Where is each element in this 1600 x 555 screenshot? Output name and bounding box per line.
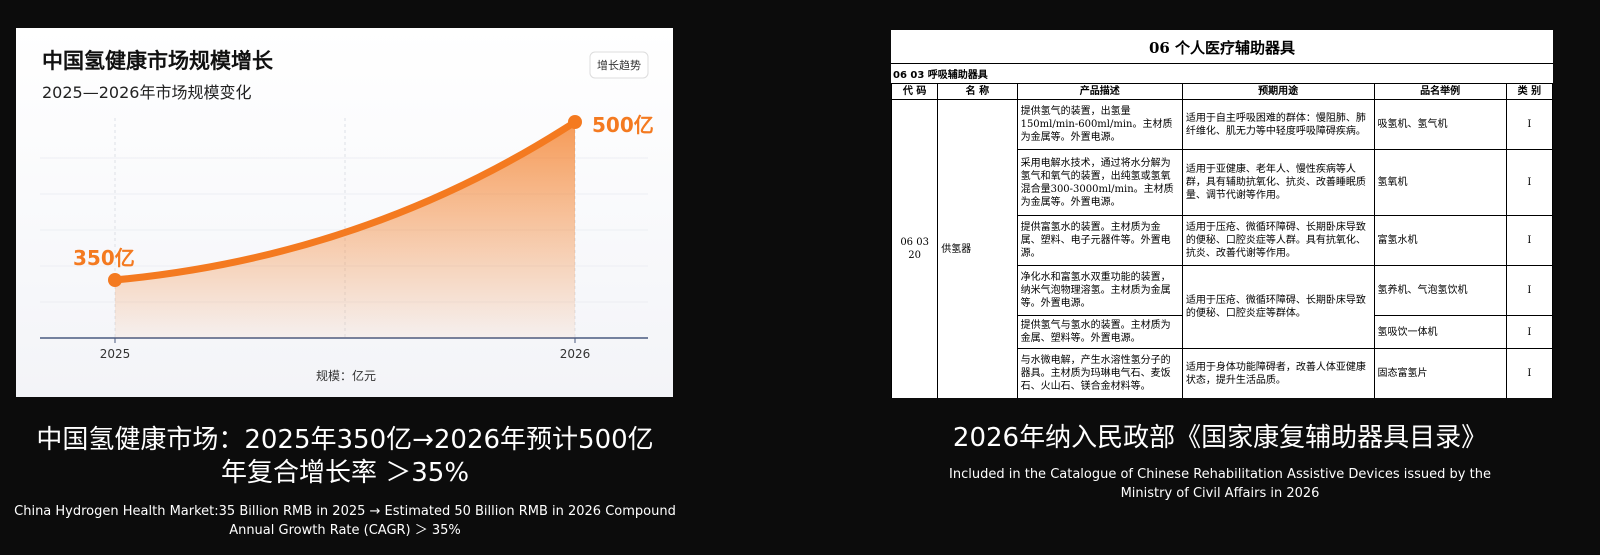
desc-cell: 净化水和富氢水双重功能的装置，纳米气泡物理溶氢。主材质为金属等。外置电源。 — [1016, 265, 1183, 316]
point — [108, 273, 122, 287]
button — [589, 51, 649, 79]
header-cell: 产品描述 — [1016, 83, 1183, 100]
desc-cell: 与水微电解，产生水溶性氢分子的器具。主材质为玛琳电气石、麦饭石、火山石、镁合金材… — [1016, 348, 1183, 398]
chart: 中国氢健康市场规模增长 2025—2026年市场规模变化 增长趋势 2025 350亿 2… — [40, 49, 654, 383]
table-row: 提供氢气与氢水的装置。主材质为金属、塑料等。外置电源。 氢吸饮一体机 Ⅰ — [892, 315, 1553, 349]
use-cell: 适用于亚健康、老年人、慢性疾病等人群，具有辅助抗氧化、抗炎、改善睡眠质量、调节代… — [1181, 149, 1375, 216]
class-cell: Ⅰ — [1505, 265, 1553, 316]
header-cell: 代 码 — [891, 83, 939, 100]
caption-english: China Hydrogen Health Market:35 Billion … — [14, 504, 676, 538]
caption-line: 中国氢健康市场：2025年350亿→2026年预计500亿 — [36, 425, 654, 455]
use-cell: 适用于自主呼吸困难的群体：慢阻肺、肺纤维化、肌无力等中轻度呼吸障碍疾病。 — [1181, 99, 1375, 150]
caption-title: 2026年纳入民政部《国家康复辅助器具目录》 — [952, 423, 1488, 453]
chart-subtitle: 2025—2026年市场规模变化 — [42, 83, 251, 102]
value-label: 500亿 — [592, 113, 654, 137]
header-row: 代 码名 称产品描述 预期用途 品名举例类 别 — [891, 83, 1553, 100]
class-cell: Ⅰ — [1505, 215, 1553, 266]
table-row: 06 03 20 供氢器 提供氢气的装置，出氢量150ml/min-600ml/mi… — [891, 99, 1553, 398]
header-cell: 预期用途 — [1181, 83, 1375, 100]
example-cell: 氢养机、气泡氢饮机 — [1373, 265, 1507, 316]
desc-cell: 提供富氢水的装置。主材质为金属、塑料、电子元器件等。外置电源。 — [1016, 215, 1183, 266]
value-label: 350亿 — [73, 246, 135, 270]
button-label: 增长趋势 — [597, 58, 641, 72]
x-tick-label: 2025 — [100, 347, 131, 361]
class-cell: Ⅰ — [1505, 149, 1553, 216]
class-cell: Ⅰ — [1505, 315, 1553, 349]
table-row: 与水微电解，产生水溶性氢分子的器具。主材质为玛琳电气石、麦饭石、火山石、镁合金材… — [892, 348, 1553, 398]
example-cell: 氢氧机 — [1373, 149, 1507, 216]
table-title: 06 个人医疗辅助器具 — [891, 30, 1553, 64]
area — [115, 122, 575, 338]
caption-english: Included in the Catalogue of Chinese Reh… — [949, 467, 1491, 501]
class-cell: Ⅰ — [1505, 99, 1553, 150]
header-cell: 名 称 — [937, 83, 1018, 100]
use-cell: 适用于压疮、微循环障碍、长期卧床导致的便秘、口腔炎症等群体。 — [1181, 265, 1375, 349]
x-tick-label: 2026 — [560, 347, 591, 361]
table-panel: 06 个人医疗辅助器具 06 03 呼吸辅助器具 代 码名 称产品描述 预期用途品… — [891, 30, 1553, 398]
line — [111, 118, 579, 284]
left-caption: 中国氢健康市场：2025年350亿→2026年预计500亿 年复合增长率 ＞35… — [0, 424, 690, 540]
caption-line: 年复合增长率 ＞35% — [220, 458, 470, 488]
x-axis-label: 规模：亿元 — [316, 368, 376, 383]
header-cell: 类 别 — [1505, 83, 1553, 100]
example-cell: 固态富氢片 — [1373, 348, 1507, 398]
name-cell: 供氢器 — [937, 99, 1018, 398]
table-row: 净化水和富氢水双重功能的装置，纳米气泡物理溶氢。主材质为金属等。外置电源。 适用于… — [892, 265, 1553, 349]
desc-cell: 采用电解水技术，通过将水分解为氢气和氧气的装置，出纯氢或氢氧混合量300-300… — [1016, 149, 1183, 216]
table-row: 提供富氢水的装置。主材质为金属、塑料、电子元器件等。外置电源。 适用于压疮、微循环… — [892, 215, 1553, 266]
example-cell: 吸氢机、氢气机 — [1373, 99, 1507, 150]
table-row: 采用电解水技术，通过将水分解为氢气和氧气的装置，出纯氢或氢氧混合量300-300… — [892, 149, 1553, 216]
header-cell: 品名举例 — [1373, 83, 1507, 100]
desc-cell: 提供氢气与氢水的装置。主材质为金属、塑料等。外置电源。 — [1016, 315, 1183, 349]
example-cell: 氢吸饮一体机 — [1373, 315, 1507, 349]
class-cell: Ⅰ — [1505, 348, 1553, 398]
code-cell: 06 03 20 — [891, 99, 939, 398]
right-caption: 2026年纳入民政部《国家康复辅助器具目录》 Included in the C… — [905, 422, 1535, 503]
chart-title: 中国氢健康市场规模增长 — [42, 49, 274, 73]
point — [568, 115, 582, 129]
chart-panel: 中国氢健康市场规模增长 2025—2026年市场规模变化 增长趋势 2025 350亿 2… — [16, 28, 673, 397]
use-cell: 适用于身体功能障碍者，改善人体亚健康状态，提升生活品质。 — [1181, 348, 1375, 398]
example-cell: 富氢水机 — [1373, 215, 1507, 266]
use-cell: 适用于压疮、微循环障碍、长期卧床导致的便秘、口腔炎症等人群。具有抗氧化、抗炎、改… — [1181, 215, 1375, 266]
desc-cell: 提供氢气的装置，出氢量150ml/min-600ml/min。主材质为金属等。外… — [1016, 99, 1183, 150]
catalogue-table: 代 码名 称产品描述 预期用途 品名举例类 别 06 03 20 供氢器 提供氢气的装置，… — [891, 83, 1553, 398]
table-section: 06 03 呼吸辅助器具 — [893, 70, 988, 81]
